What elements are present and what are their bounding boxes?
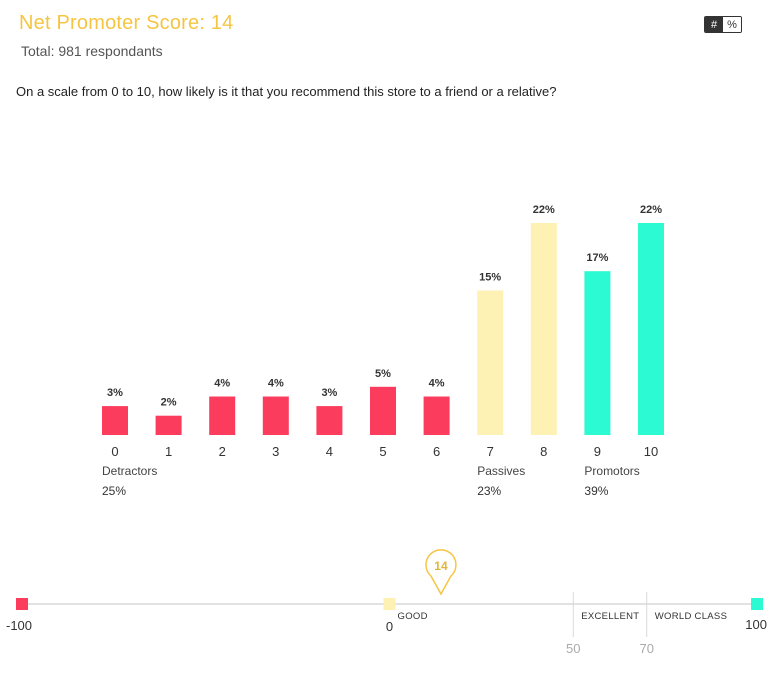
zone-threshold-label: 70: [640, 641, 654, 656]
bar-value-label: 4%: [429, 378, 445, 390]
bar-score-1: [155, 415, 182, 435]
total-respondents: Total: 981 respondants: [21, 43, 163, 59]
survey-question: On a scale from 0 to 10, how likely is i…: [16, 84, 557, 99]
bar-value-label: 22%: [640, 204, 662, 216]
bar-score-7: [477, 290, 504, 435]
zone-label-good: GOOD: [398, 611, 428, 622]
bar-score-0: [102, 406, 128, 435]
bar-score-5: [370, 386, 396, 435]
bar-value-label: 4%: [268, 378, 284, 390]
bar-value-label: 17%: [586, 252, 608, 264]
bar-value-label: 4%: [214, 378, 230, 390]
count-toggle-button[interactable]: #: [705, 17, 723, 32]
x-tick-label: 0: [111, 444, 118, 459]
bar-score-8: [530, 223, 557, 435]
bar-score-9: [584, 271, 611, 435]
nps-title: Net Promoter Score: 14: [19, 12, 234, 34]
x-tick-label: 5: [379, 444, 386, 459]
group-label-detractor: Detractors: [102, 464, 157, 478]
group-percent-passive: 23%: [477, 484, 501, 498]
x-tick-label: 7: [487, 444, 494, 459]
bar-score-4: [316, 406, 343, 435]
scale-min-marker: [16, 598, 28, 610]
scale-zero-marker: [383, 598, 396, 610]
zone-label-excellent: EXCELLENT: [581, 611, 639, 622]
bar-value-label: 22%: [533, 204, 555, 216]
zone-threshold-label: 50: [566, 641, 580, 656]
bar-value-label: 5%: [375, 368, 391, 380]
bar-value-label: 3%: [107, 387, 123, 399]
scale-max-marker: [751, 598, 763, 610]
bar-score-3: [262, 396, 289, 435]
x-tick-label: 1: [165, 444, 172, 459]
bar-value-label: 15%: [479, 272, 501, 284]
group-label-passive: Passives: [477, 464, 525, 478]
x-tick-label: 6: [433, 444, 440, 459]
x-tick-label: 4: [326, 444, 333, 459]
bar-value-label: 2%: [161, 397, 177, 409]
zone-label-world-class: WORLD CLASS: [655, 611, 727, 622]
bar-score-6: [423, 396, 450, 435]
scale-zero-label: 0: [386, 619, 393, 634]
x-tick-label: 10: [644, 444, 658, 459]
nps-bar-chart: 3% 0 2% 1 4% 2 4% 3 3% 4 5% 5 4% 6 15% 7 22% 8 17% 9 22% 10 De…: [102, 204, 664, 498]
scale-min-label: -100: [6, 618, 32, 633]
bar-score-10: [638, 223, 664, 435]
scale-max-label: 100: [745, 617, 767, 632]
x-tick-label: 9: [594, 444, 601, 459]
group-percent-detractor: 25%: [102, 484, 126, 498]
bar-score-2: [209, 396, 236, 435]
count-percent-toggle[interactable]: # %: [704, 16, 742, 33]
x-tick-label: 8: [540, 444, 547, 459]
group-label-promotor: Promotors: [584, 464, 639, 478]
score-marker-value: 14: [434, 559, 448, 573]
score-marker-pin: [425, 549, 457, 596]
percent-toggle-button[interactable]: %: [723, 17, 741, 32]
bar-value-label: 3%: [321, 387, 337, 399]
x-tick-label: 3: [272, 444, 279, 459]
x-tick-label: 2: [219, 444, 226, 459]
group-percent-promotor: 39%: [584, 484, 608, 498]
